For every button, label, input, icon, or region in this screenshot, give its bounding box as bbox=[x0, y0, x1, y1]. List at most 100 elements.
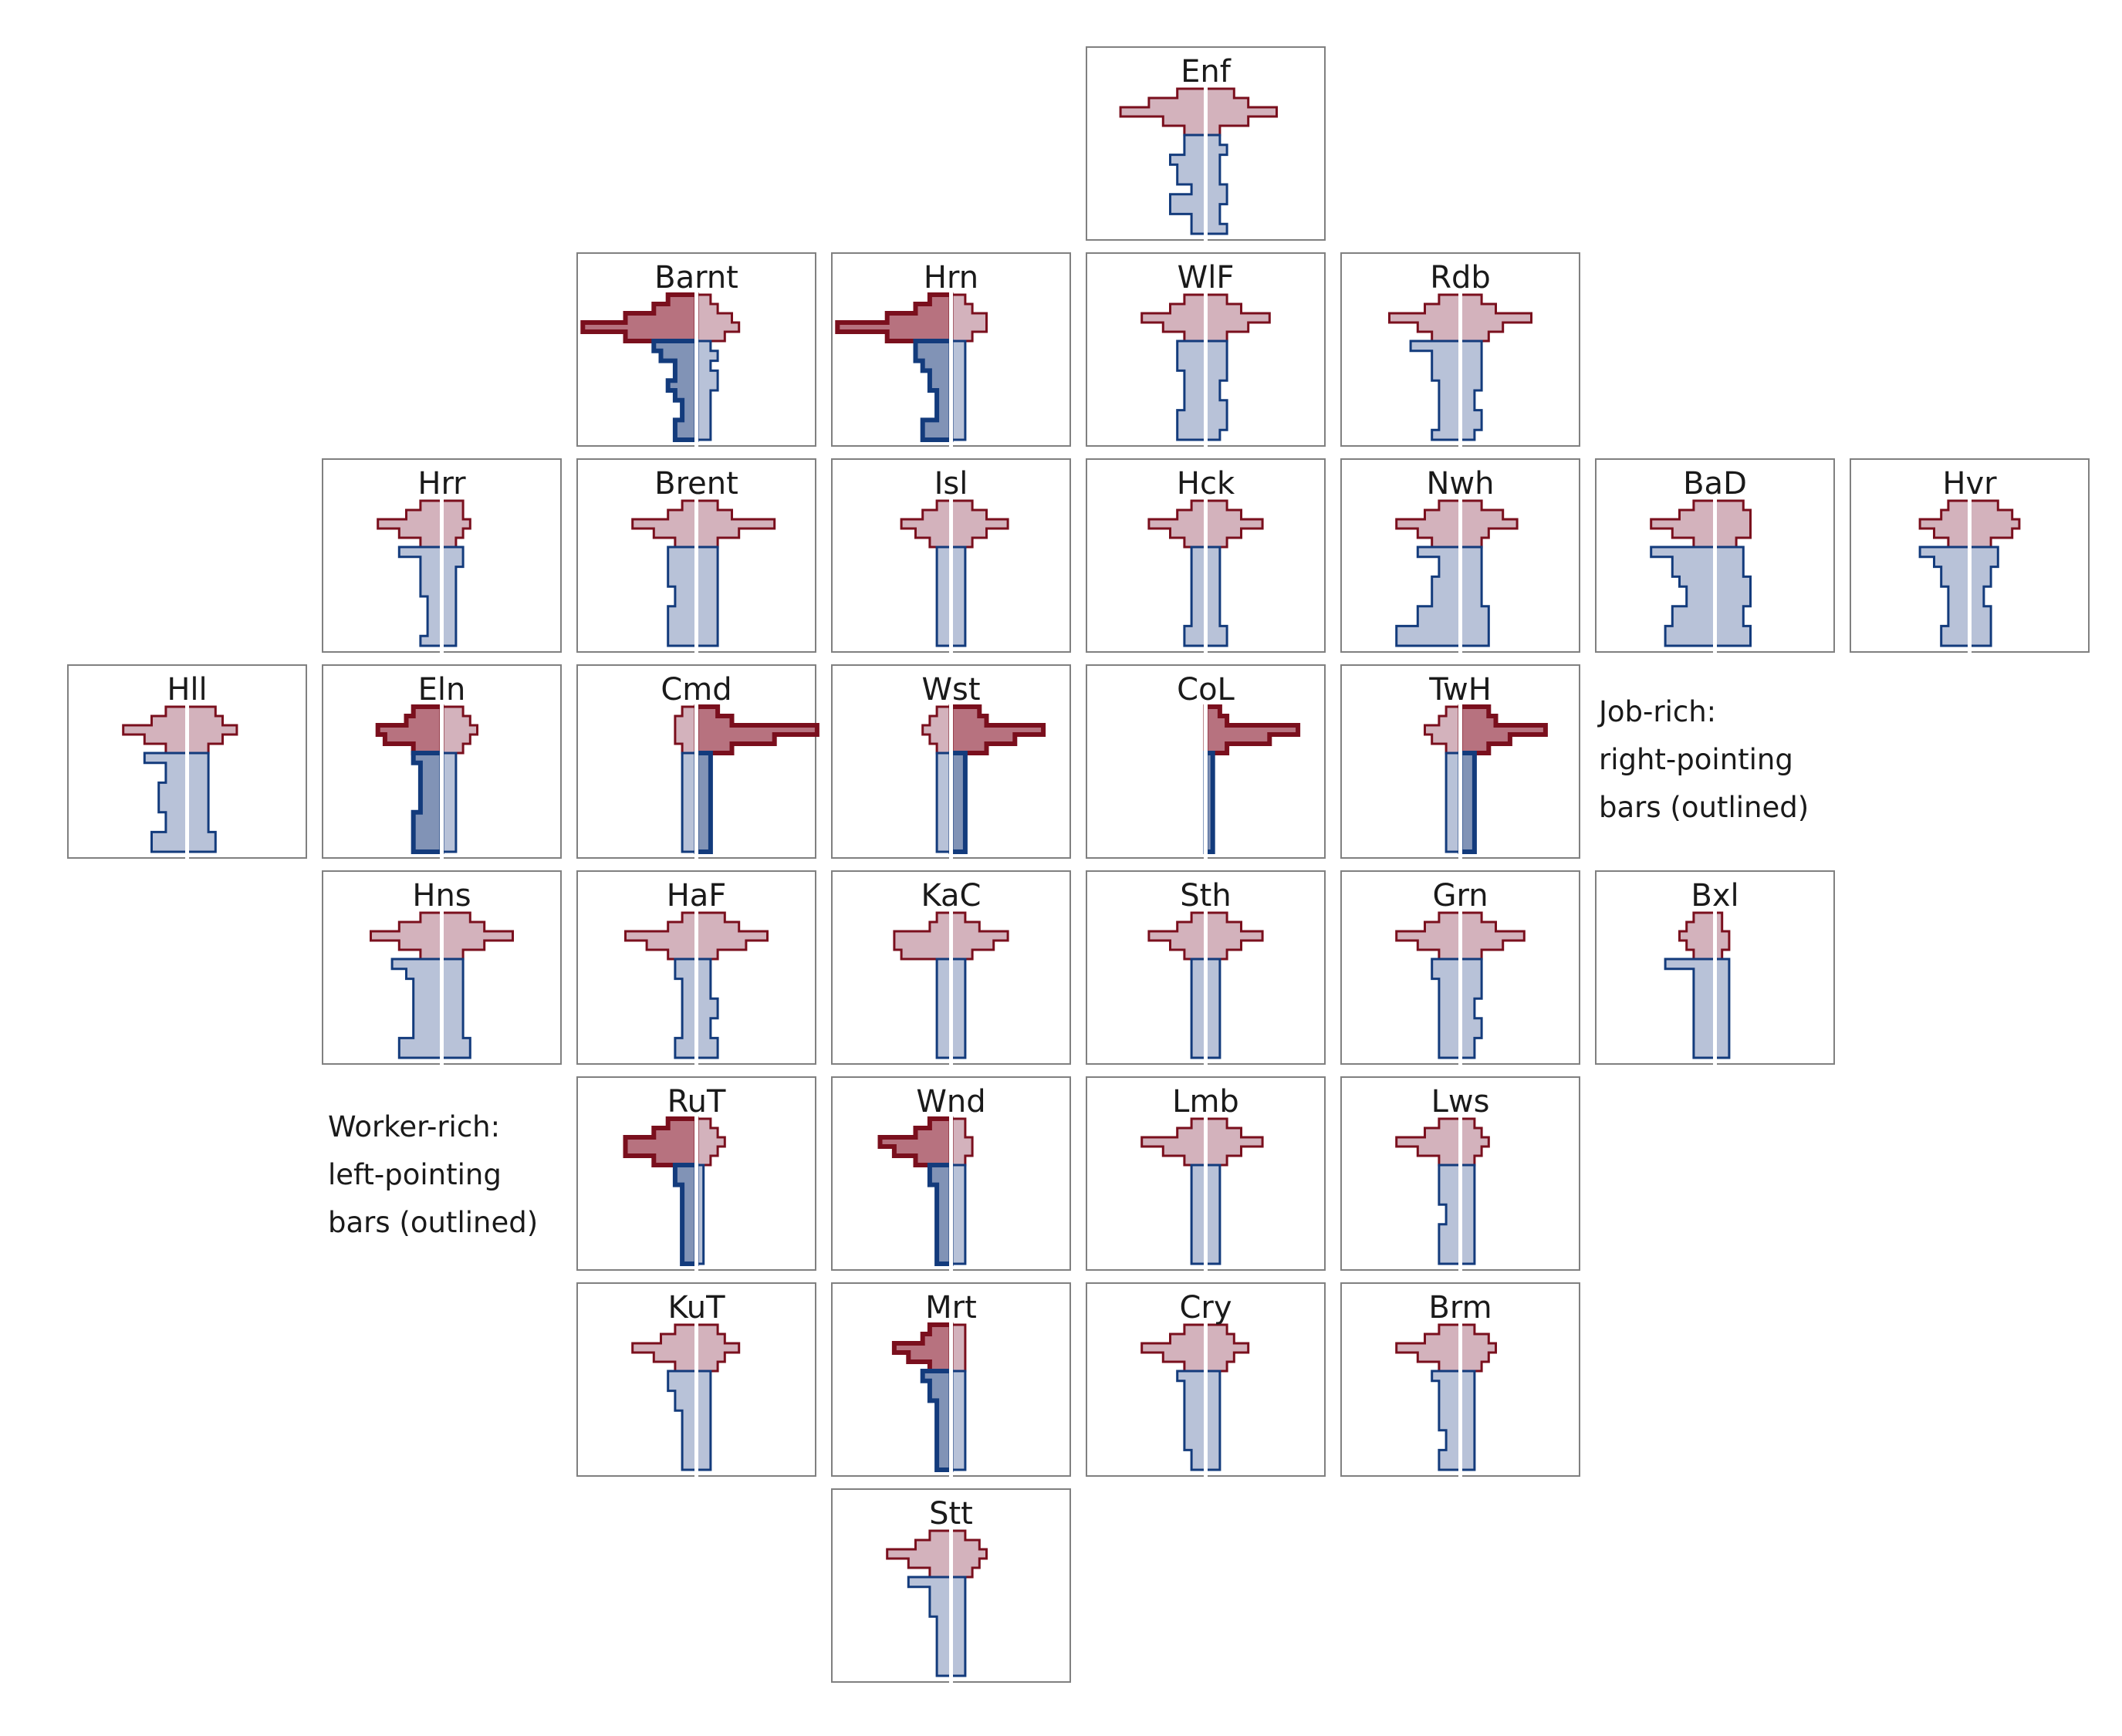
tile-haf: HaF bbox=[576, 870, 816, 1069]
tile-hck: Hck bbox=[1086, 458, 1326, 657]
upper-highlight-right bbox=[1203, 704, 1301, 755]
tile-cry: Cry bbox=[1086, 1282, 1326, 1481]
tile-title: Nwh bbox=[1427, 466, 1495, 502]
tile-brm: Brm bbox=[1340, 1282, 1580, 1481]
tile-title: Lmb bbox=[1172, 1084, 1239, 1120]
upper-distribution bbox=[1140, 1117, 1264, 1167]
lower-highlight-left bbox=[411, 751, 444, 854]
lower-distribution bbox=[1169, 133, 1228, 235]
lower-distribution bbox=[1431, 1370, 1476, 1471]
lower-distribution bbox=[1395, 545, 1490, 647]
tile-title: Hll bbox=[167, 672, 207, 708]
tile-title: Hns bbox=[412, 878, 471, 914]
tile-title: Cry bbox=[1179, 1290, 1232, 1326]
tile-title: Hck bbox=[1177, 466, 1235, 502]
worker-rich-note: Worker-rich: left-pointing bars (outline… bbox=[328, 1110, 538, 1239]
tile-hrn: Hrn bbox=[831, 252, 1071, 451]
lower-distribution bbox=[397, 545, 465, 647]
lower-distribution bbox=[143, 751, 217, 853]
upper-highlight-left bbox=[835, 292, 954, 343]
lower-distribution bbox=[1431, 958, 1483, 1059]
tile-isl: Isl bbox=[831, 458, 1071, 657]
tile-kut: KuT bbox=[576, 1282, 816, 1481]
worker-rich-note-line-3: bars (outlined) bbox=[328, 1206, 538, 1239]
tile-kac: KaC bbox=[831, 870, 1071, 1069]
upper-distribution bbox=[900, 499, 1009, 549]
lower-distribution bbox=[390, 958, 471, 1059]
tile-hll: Hll bbox=[67, 664, 307, 863]
tile-title: BaD bbox=[1683, 466, 1747, 502]
job-rich-note-line-2: right-pointing bbox=[1599, 743, 1793, 776]
tile-brent: Brent bbox=[576, 458, 816, 657]
tile-title: Sth bbox=[1180, 878, 1231, 914]
tile-barnt: Barnt bbox=[576, 252, 816, 451]
tile-title: Rdb bbox=[1430, 260, 1491, 296]
tile-title: Lws bbox=[1431, 1084, 1490, 1120]
tile-title: Wst bbox=[921, 672, 980, 708]
upper-distribution bbox=[1650, 499, 1752, 549]
job-rich-note-line-3: bars (outlined) bbox=[1599, 791, 1809, 824]
tile-bad: BaD bbox=[1595, 458, 1835, 657]
tile-rut: RuT bbox=[576, 1076, 816, 1275]
lower-distribution bbox=[1176, 339, 1228, 441]
lower-highlight-left bbox=[672, 1163, 699, 1266]
tile-sth: Sth bbox=[1086, 870, 1326, 1069]
upper-highlight-left bbox=[623, 1116, 699, 1167]
worker-rich-note-line-1: Worker-rich: bbox=[328, 1110, 500, 1143]
tile-title: TwH bbox=[1428, 672, 1492, 708]
tile-title: Mrt bbox=[925, 1290, 977, 1326]
lower-highlight-right bbox=[1458, 751, 1477, 854]
lower-highlight-left bbox=[651, 339, 699, 442]
tile-title: RuT bbox=[667, 1084, 726, 1120]
upper-highlight-right bbox=[1458, 704, 1548, 755]
tile-title: HaF bbox=[667, 878, 727, 914]
tile-grn: Grn bbox=[1340, 870, 1580, 1069]
tile-title: Wnd bbox=[916, 1084, 985, 1120]
tile-lmb: Lmb bbox=[1086, 1076, 1326, 1275]
tile-title: Enf bbox=[1181, 54, 1232, 90]
tile-title: Grn bbox=[1432, 878, 1488, 914]
tile-wnd: Wnd bbox=[831, 1076, 1071, 1275]
tile-title: Hvr bbox=[1942, 466, 1997, 502]
tile-hvr: Hvr bbox=[1850, 458, 2090, 657]
tile-title: CoL bbox=[1177, 672, 1235, 708]
tile-eln: Eln bbox=[322, 664, 562, 863]
lower-distribution bbox=[1409, 339, 1483, 441]
tile-cmd: Cmd bbox=[576, 664, 819, 863]
tile-title: WlF bbox=[1178, 260, 1235, 296]
tile-mrt: Mrt bbox=[831, 1282, 1071, 1481]
job-rich-note: Job-rich: right-pointing bars (outlined) bbox=[1597, 695, 1809, 824]
upper-highlight-right bbox=[694, 704, 819, 755]
lower-highlight-left bbox=[920, 1369, 954, 1472]
tile-title: Brent bbox=[654, 466, 738, 502]
lower-highlight-right bbox=[694, 751, 713, 854]
tile-title: Bxl bbox=[1691, 878, 1738, 914]
tile-nwh: Nwh bbox=[1340, 458, 1580, 657]
lower-highlight-left bbox=[913, 339, 954, 442]
tiles-layer: Enf Barnt Hrn WlF Rdb Hrr Brent Isl Hck Nwh BaD Hvr… bbox=[67, 46, 2090, 1687]
lower-distribution bbox=[1176, 1370, 1222, 1471]
tile-title: KuT bbox=[667, 1290, 725, 1326]
tile-title: Brm bbox=[1428, 1290, 1492, 1326]
tile-hrr: Hrr bbox=[322, 458, 562, 657]
lower-highlight-left bbox=[927, 1163, 954, 1266]
tile-title: Hrr bbox=[417, 466, 466, 502]
tile-title: KaC bbox=[921, 878, 982, 914]
tile-col: CoL bbox=[1086, 664, 1326, 863]
upper-highlight-left bbox=[877, 1116, 954, 1167]
tile-rdb: Rdb bbox=[1340, 252, 1580, 451]
annotations-layer: Job-rich: right-pointing bars (outlined)… bbox=[328, 695, 1809, 1239]
tile-title: Barnt bbox=[654, 260, 738, 296]
tile-title: Stt bbox=[929, 1496, 973, 1532]
lower-distribution bbox=[1650, 545, 1752, 647]
tile-lws: Lws bbox=[1340, 1076, 1580, 1275]
upper-highlight-right bbox=[948, 704, 1046, 755]
tile-title: Hrn bbox=[924, 260, 978, 296]
tile-title: Isl bbox=[934, 466, 968, 502]
lower-distribution bbox=[667, 545, 719, 647]
tile-wst: Wst bbox=[831, 664, 1071, 863]
tile-title: Eln bbox=[418, 672, 466, 708]
tile-stt: Stt bbox=[831, 1488, 1071, 1687]
tile-enf: Enf bbox=[1086, 46, 1326, 245]
tile-wlf: WlF bbox=[1086, 252, 1326, 451]
